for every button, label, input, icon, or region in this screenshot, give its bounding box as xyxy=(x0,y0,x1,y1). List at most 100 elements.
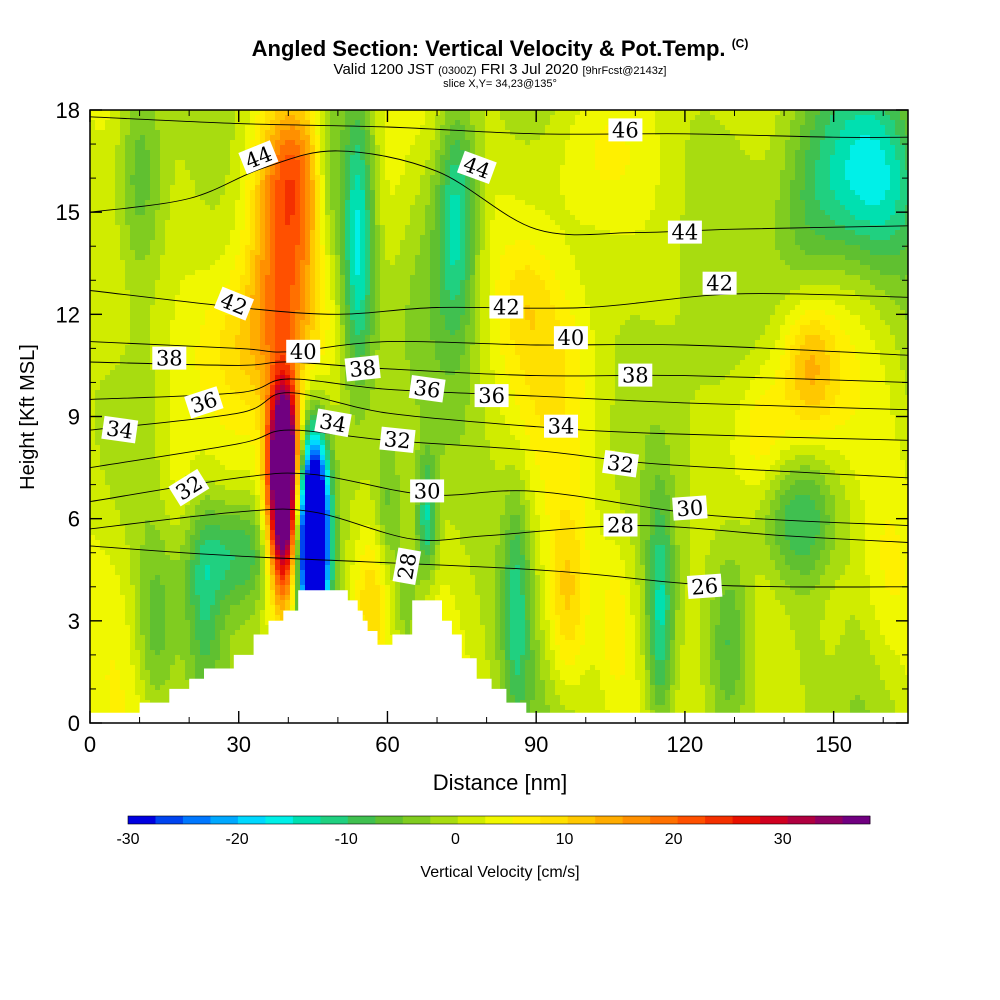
field-cell xyxy=(775,190,781,196)
field-cell xyxy=(175,240,181,246)
field-cell xyxy=(500,155,506,161)
field-cell xyxy=(335,160,341,166)
field-cell xyxy=(360,185,366,191)
field-cell xyxy=(700,215,706,221)
field-cell xyxy=(735,120,741,126)
field-cell xyxy=(510,195,516,201)
field-cell xyxy=(350,200,356,206)
field-cell xyxy=(355,120,361,126)
field-cell xyxy=(195,110,201,116)
field-cell xyxy=(310,135,316,141)
field-cell xyxy=(220,175,226,181)
field-cell xyxy=(785,120,791,126)
field-cell xyxy=(385,220,391,226)
field-cell xyxy=(735,110,741,116)
field-cell xyxy=(110,190,116,196)
field-cell xyxy=(890,245,896,251)
field-cell xyxy=(620,220,626,226)
field-cell xyxy=(750,185,756,191)
field-cell xyxy=(675,160,681,166)
field-cell xyxy=(735,230,741,236)
field-cell xyxy=(525,190,531,196)
field-cell xyxy=(125,150,131,156)
field-cell xyxy=(335,235,341,241)
field-cell xyxy=(325,165,331,171)
field-cell xyxy=(440,180,446,186)
field-cell xyxy=(225,135,231,141)
field-cell xyxy=(605,180,611,186)
field-cell xyxy=(525,175,531,181)
field-cell xyxy=(530,145,536,151)
field-cell xyxy=(445,195,451,201)
field-cell xyxy=(540,150,546,156)
field-cell xyxy=(240,250,246,256)
field-cell xyxy=(730,185,736,191)
field-cell xyxy=(525,160,531,166)
field-cell xyxy=(385,145,391,151)
field-cell xyxy=(305,205,311,211)
field-cell xyxy=(565,180,571,186)
field-cell xyxy=(855,140,861,146)
field-cell xyxy=(460,210,466,216)
field-cell xyxy=(365,235,371,241)
field-cell xyxy=(140,155,146,161)
field-cell xyxy=(325,225,331,231)
field-cell xyxy=(740,210,746,216)
field-cell xyxy=(320,190,326,196)
field-cell xyxy=(510,185,516,191)
field-cell xyxy=(725,135,731,141)
field-cell xyxy=(785,245,791,251)
field-cell xyxy=(635,185,641,191)
field-cell xyxy=(675,175,681,181)
field-cell xyxy=(495,195,501,201)
field-cell xyxy=(600,255,606,261)
field-cell xyxy=(420,195,426,201)
field-cell xyxy=(350,180,356,186)
field-cell xyxy=(345,155,351,161)
field-cell xyxy=(515,155,521,161)
field-cell xyxy=(265,215,271,221)
field-cell xyxy=(550,125,556,131)
field-cell xyxy=(705,195,711,201)
field-cell xyxy=(360,170,366,176)
field-cell xyxy=(475,195,481,201)
field-cell xyxy=(415,110,421,116)
field-cell xyxy=(440,135,446,141)
field-cell xyxy=(580,225,586,231)
field-cell xyxy=(640,165,646,171)
field-cell xyxy=(540,215,546,221)
field-cell xyxy=(170,180,176,186)
field-cell xyxy=(720,235,726,241)
field-cell xyxy=(400,170,406,176)
field-cell xyxy=(815,160,821,166)
field-cell xyxy=(680,130,686,136)
field-cell xyxy=(90,240,96,246)
field-cell xyxy=(120,110,126,116)
field-cell xyxy=(300,240,306,246)
field-cell xyxy=(260,200,266,206)
field-cell xyxy=(445,210,451,216)
field-cell xyxy=(465,125,471,131)
field-cell xyxy=(560,110,566,116)
field-cell xyxy=(510,200,516,206)
field-cell xyxy=(735,190,741,196)
field-cell xyxy=(575,200,581,206)
field-cell xyxy=(300,220,306,226)
field-cell xyxy=(600,210,606,216)
field-cell xyxy=(155,110,161,116)
field-cell xyxy=(120,200,126,206)
field-cell xyxy=(250,235,256,241)
field-cell xyxy=(495,215,501,221)
field-cell xyxy=(245,115,251,121)
field-cell xyxy=(525,135,531,141)
field-cell xyxy=(900,135,906,141)
field-cell xyxy=(435,210,441,216)
field-cell xyxy=(400,115,406,121)
field-cell xyxy=(600,250,606,256)
field-cell xyxy=(310,110,316,116)
field-cell xyxy=(805,170,811,176)
field-cell xyxy=(840,170,846,176)
field-cell xyxy=(440,240,446,246)
field-cell xyxy=(815,170,821,176)
field-cell xyxy=(455,210,461,216)
